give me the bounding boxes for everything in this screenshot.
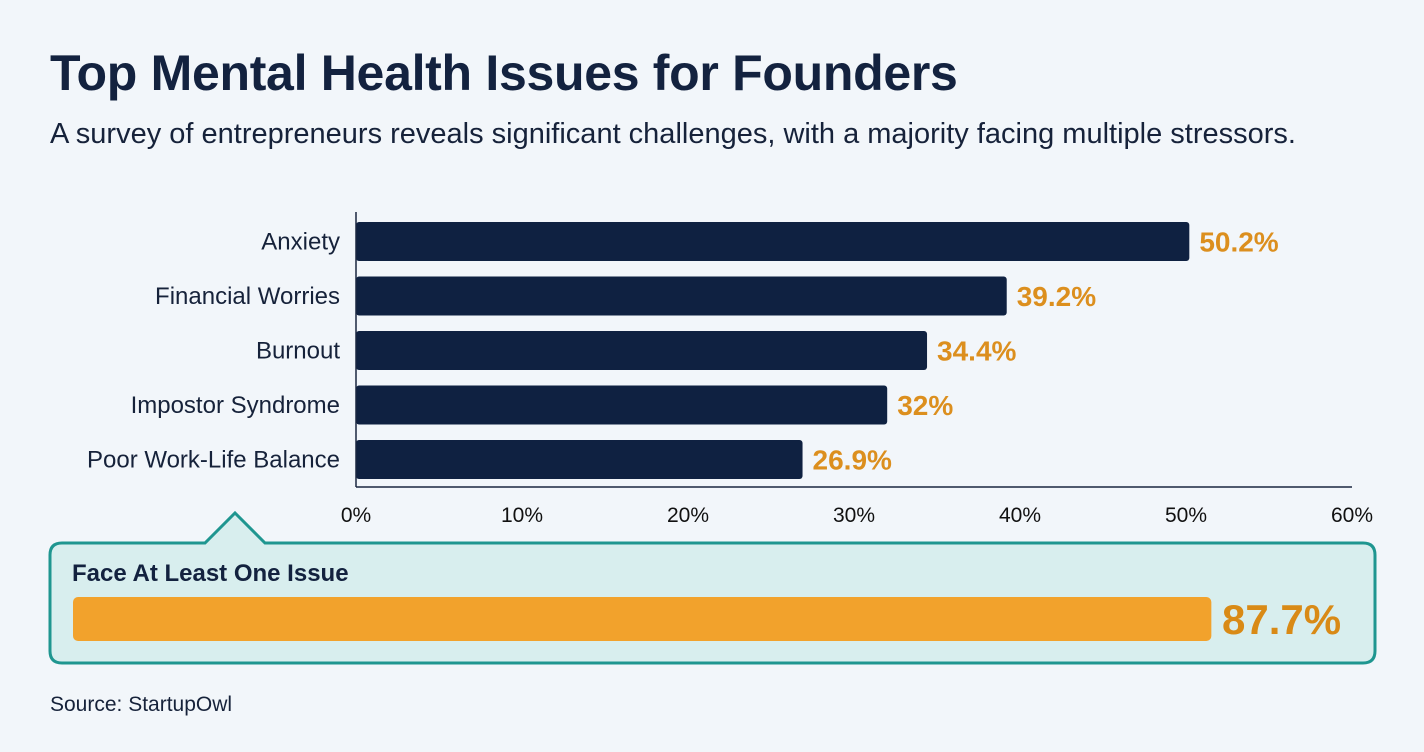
x-tick-label: 0% (341, 504, 371, 527)
chart-title: Top Mental Health Issues for Founders (50, 45, 958, 101)
callout-label: Face At Least One Issue (72, 560, 349, 587)
value-label: 50.2% (1199, 227, 1278, 258)
chart-subtitle: A survey of entrepreneurs reveals signif… (50, 118, 1296, 150)
category-label: Burnout (256, 338, 340, 365)
x-tick-label: 40% (999, 504, 1041, 527)
bar (356, 385, 888, 425)
x-tick-label: 60% (1331, 504, 1373, 527)
callout-progress-bar (73, 597, 1212, 641)
category-label: Poor Work-Life Balance (87, 447, 340, 474)
category-label: Financial Worries (155, 283, 340, 310)
source-note: Source: StartupOwl (50, 693, 233, 716)
bar (356, 331, 928, 370)
callout-value: 87.7% (1222, 596, 1342, 643)
x-tick-label: 50% (1165, 504, 1207, 527)
value-label: 34.4% (937, 336, 1016, 367)
x-tick-label: 30% (833, 504, 875, 527)
value-label: 39.2% (1017, 281, 1096, 312)
x-tick-label: 10% (501, 504, 543, 527)
bar (356, 276, 1007, 316)
category-label: Anxiety (261, 229, 340, 256)
x-tick-label: 20% (667, 504, 709, 527)
bar (356, 440, 803, 479)
value-label: 32% (897, 390, 953, 421)
bar (356, 222, 1190, 261)
category-label: Impostor Syndrome (131, 392, 340, 419)
value-label: 26.9% (813, 445, 892, 476)
